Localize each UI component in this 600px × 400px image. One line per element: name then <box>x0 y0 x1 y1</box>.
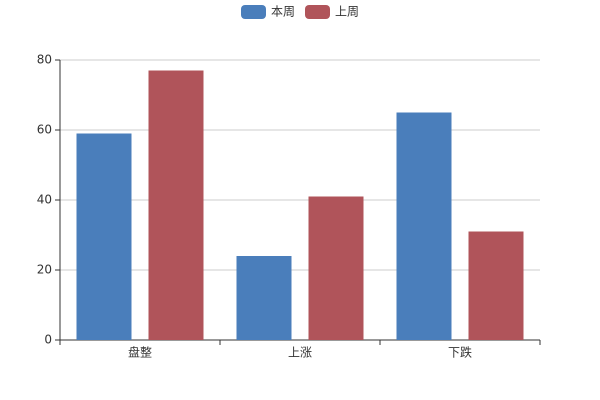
x-tick-label: 上涨 <box>288 345 312 360</box>
bar <box>76 133 132 340</box>
bar <box>148 70 204 340</box>
legend-label: 本周 <box>271 5 295 19</box>
legend-label: 上周 <box>335 5 359 19</box>
legend-swatch <box>305 5 330 19</box>
x-tick-label: 盘整 <box>128 345 152 360</box>
y-tick-label: 40 <box>37 193 52 207</box>
legend-swatch <box>241 5 266 19</box>
y-tick-label: 0 <box>44 333 52 347</box>
bar <box>396 112 452 340</box>
bar <box>308 196 364 340</box>
y-tick-label: 20 <box>37 263 52 277</box>
x-tick-label: 下跌 <box>448 345 472 360</box>
y-tick-label: 80 <box>37 53 52 67</box>
bar <box>236 256 292 340</box>
y-tick-label: 60 <box>37 123 52 137</box>
bar <box>468 231 524 340</box>
